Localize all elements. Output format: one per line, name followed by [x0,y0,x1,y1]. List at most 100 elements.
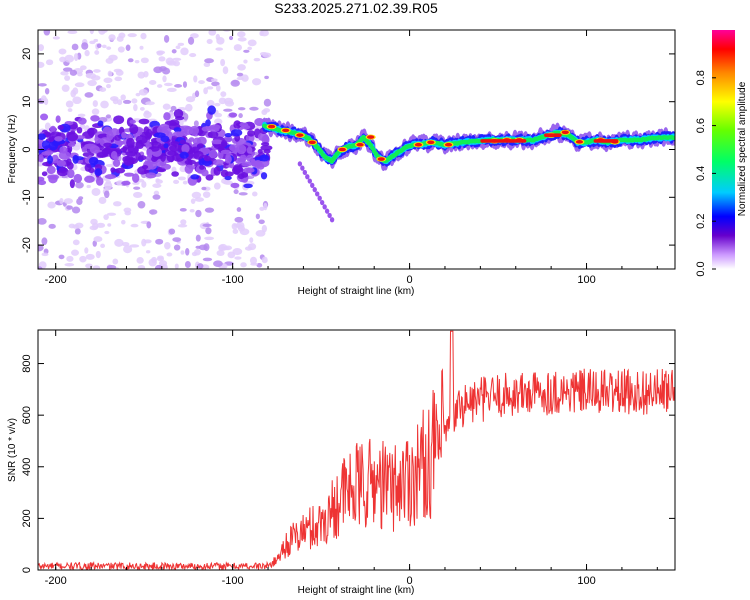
heatmap-band-blob [259,154,270,162]
heatmap-noise-blob [104,190,110,199]
heatmap-hotspot-red [561,130,569,135]
heatmap-band-blob [236,144,247,155]
heatmap-band-blob [207,105,216,115]
heatmap-noise-blob [215,47,224,51]
heatmap-noise-blob [189,208,195,213]
heatmap-noise-blob [182,81,188,88]
heatmap-band-blob [188,137,195,142]
heatmap-noise-blob [202,191,211,198]
heatmap-band-blob [261,142,270,147]
heatmap-noise-blob [172,57,182,61]
heatmap-noise-blob [185,248,190,256]
heatmap-noise-blob [261,109,268,116]
heatmap-noise-blob [255,213,260,220]
heatmap-band-blob [84,175,95,183]
heatmap-hotspot-red [267,124,276,129]
heatmap-secondary-streak [307,178,312,184]
heatmap-band-blob [181,143,190,154]
heatmap-hotspot-red [427,140,435,145]
heatmap-noise-blob [234,256,242,260]
heatmap-noise-blob [249,237,254,243]
spectrogram-x-tick-label-1: -100 [222,274,244,286]
heatmap-noise-blob [198,80,205,85]
heatmap-band-blob [81,146,88,153]
heatmap-band-blob [41,171,48,177]
heatmap-noise-blob [206,99,215,107]
heatmap-noise-blob [234,216,244,223]
snr-x-tick-label-3: 100 [577,575,595,587]
heatmap-noise-blob [170,105,177,111]
colorbar-tick-label-0: 0.0 [695,261,707,276]
heatmap-hotspot-red [367,135,375,139]
heatmap-band-blob [72,154,79,164]
heatmap-noise-blob [229,35,234,41]
heatmap-noise-blob [236,207,242,212]
heatmap-noise-blob [149,209,158,215]
heatmap-noise-blob [194,90,200,98]
heatmap-noise-blob [177,42,185,46]
heatmap-band-blob [201,159,213,167]
heatmap-noise-blob [130,223,139,228]
heatmap-noise-blob [168,228,176,235]
heatmap-noise-blob [206,38,213,45]
heatmap-secondary-streak [319,199,325,206]
heatmap-ridge-red-segment [480,139,527,143]
heatmap-noise-blob [189,53,197,58]
heatmap-noise-blob [66,205,73,210]
heatmap-noise-blob [145,250,151,254]
heatmap-noise-blob [45,59,54,66]
heatmap-band-blob [103,142,112,148]
heatmap-band-blob [69,179,75,189]
heatmap-noise-blob [247,46,253,51]
heatmap-noise-blob [133,186,141,190]
heatmap-band-blob [246,154,254,162]
heatmap-band-blob [126,137,135,148]
heatmap-noise-blob [182,180,188,185]
heatmap-noise-blob [214,102,221,107]
heatmap-hotspot-red [444,142,453,147]
heatmap-hotspot-red [296,133,304,137]
heatmap-band-blob [241,171,249,178]
heatmap-noise-blob [125,44,131,51]
heatmap-noise-blob [222,66,229,75]
heatmap-noise-blob [171,49,177,54]
heatmap-band-blob [123,172,135,177]
heatmap-noise-blob [203,62,211,68]
heatmap-band-blob [133,146,139,154]
heatmap-band-blob [112,159,121,167]
heatmap-band-blob [67,142,76,147]
colorbar-tick-label-4: 0.8 [695,70,707,85]
heatmap-noise-blob [205,227,212,235]
heatmap-band-blob [145,172,157,179]
heatmap-noise-blob [77,113,86,117]
heatmap-noise-blob [52,36,60,40]
heatmap-noise-blob [75,181,84,189]
heatmap-band-blob [223,135,233,143]
heatmap-band-blob [174,116,185,121]
heatmap-noise-blob [132,181,140,185]
heatmap-band-blob [114,167,126,174]
heatmap-noise-blob [131,98,138,104]
heatmap-noise-blob [72,239,80,246]
heatmap-noise-blob [93,69,101,73]
snr-plot-area [38,330,675,570]
heatmap-noise-blob [215,33,221,41]
heatmap-noise-blob [79,255,87,263]
heatmap-noise-blob [103,214,109,220]
heatmap-noise-blob [89,30,94,35]
heatmap-noise-blob [252,78,262,86]
heatmap-noise-blob [115,69,124,76]
heatmap-secondary-streak [327,212,332,219]
heatmap-band-blob [135,135,148,145]
heatmap-noise-blob [233,44,243,51]
heatmap-band-blob [104,174,117,180]
heatmap-band-blob [76,126,83,134]
heatmap-band-blob [46,165,56,175]
heatmap-noise-blob [243,59,248,64]
heatmap-noise-blob [154,264,163,269]
heatmap-noise-blob [261,256,268,264]
heatmap-noise-blob [140,57,149,64]
heatmap-noise-blob [107,70,113,77]
heatmap-noise-blob [72,87,79,95]
heatmap-band-blob [230,182,240,189]
